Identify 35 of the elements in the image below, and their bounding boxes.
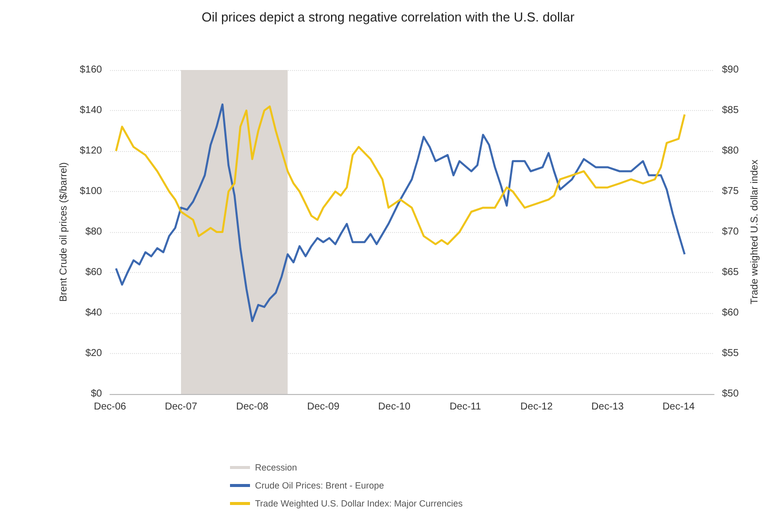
x-tick-label: Dec-13 <box>591 402 624 412</box>
y2-tick-label: $85 <box>722 105 740 116</box>
y2-tick-label: $80 <box>722 146 740 156</box>
x-tick-label: Dec-06 <box>94 402 127 412</box>
y2-tick-label: $75 <box>722 186 740 197</box>
legend-label: Trade Weighted U.S. Dollar Index: Major Currencies <box>255 498 464 508</box>
y-tick-label: $100 <box>80 186 102 197</box>
y-tick-label: $160 <box>80 64 102 76</box>
y2-tick-label: $60 <box>722 308 740 318</box>
y2-tick-label: $70 <box>722 226 740 238</box>
y-axis-title: Brent Crude oil prices ($/barrel) <box>58 162 70 302</box>
legend-label: Crude Oil Prices: Brent - Europe <box>255 480 384 490</box>
y-tick-label: $20 <box>85 348 102 359</box>
legend-label: Recession <box>255 462 298 472</box>
y2-tick-label: $65 <box>722 267 740 278</box>
x-tick-label: Dec-07 <box>164 402 198 412</box>
x-tick-label: Dec-08 <box>236 402 269 412</box>
chart-title: Oil prices depict a strong negative correlation with the U.S. dollar <box>202 10 576 24</box>
line-series <box>115 105 686 246</box>
x-tick-label: Dec-11 <box>450 402 482 412</box>
y-tick-label: $60 <box>85 267 102 278</box>
y2-tick-label: $90 <box>722 64 740 76</box>
line-series <box>115 103 686 322</box>
y-tick-label: $120 <box>80 146 102 156</box>
y-tick-label: $140 <box>80 105 102 116</box>
y2-tick-label: $55 <box>722 348 740 359</box>
y2-tick-label: $50 <box>722 388 740 400</box>
x-tick-label: Dec-10 <box>378 402 411 412</box>
x-tick-label: Dec-09 <box>307 402 340 412</box>
y-tick-label: $40 <box>85 308 102 318</box>
y-tick-label: $80 <box>85 226 102 238</box>
y2-axis-title: Trade weighted U.S. dollar index <box>750 160 760 304</box>
y-tick-label: $0 <box>90 388 102 400</box>
x-tick-label: Dec-12 <box>520 402 554 412</box>
x-tick-label: Dec-14 <box>662 402 696 412</box>
